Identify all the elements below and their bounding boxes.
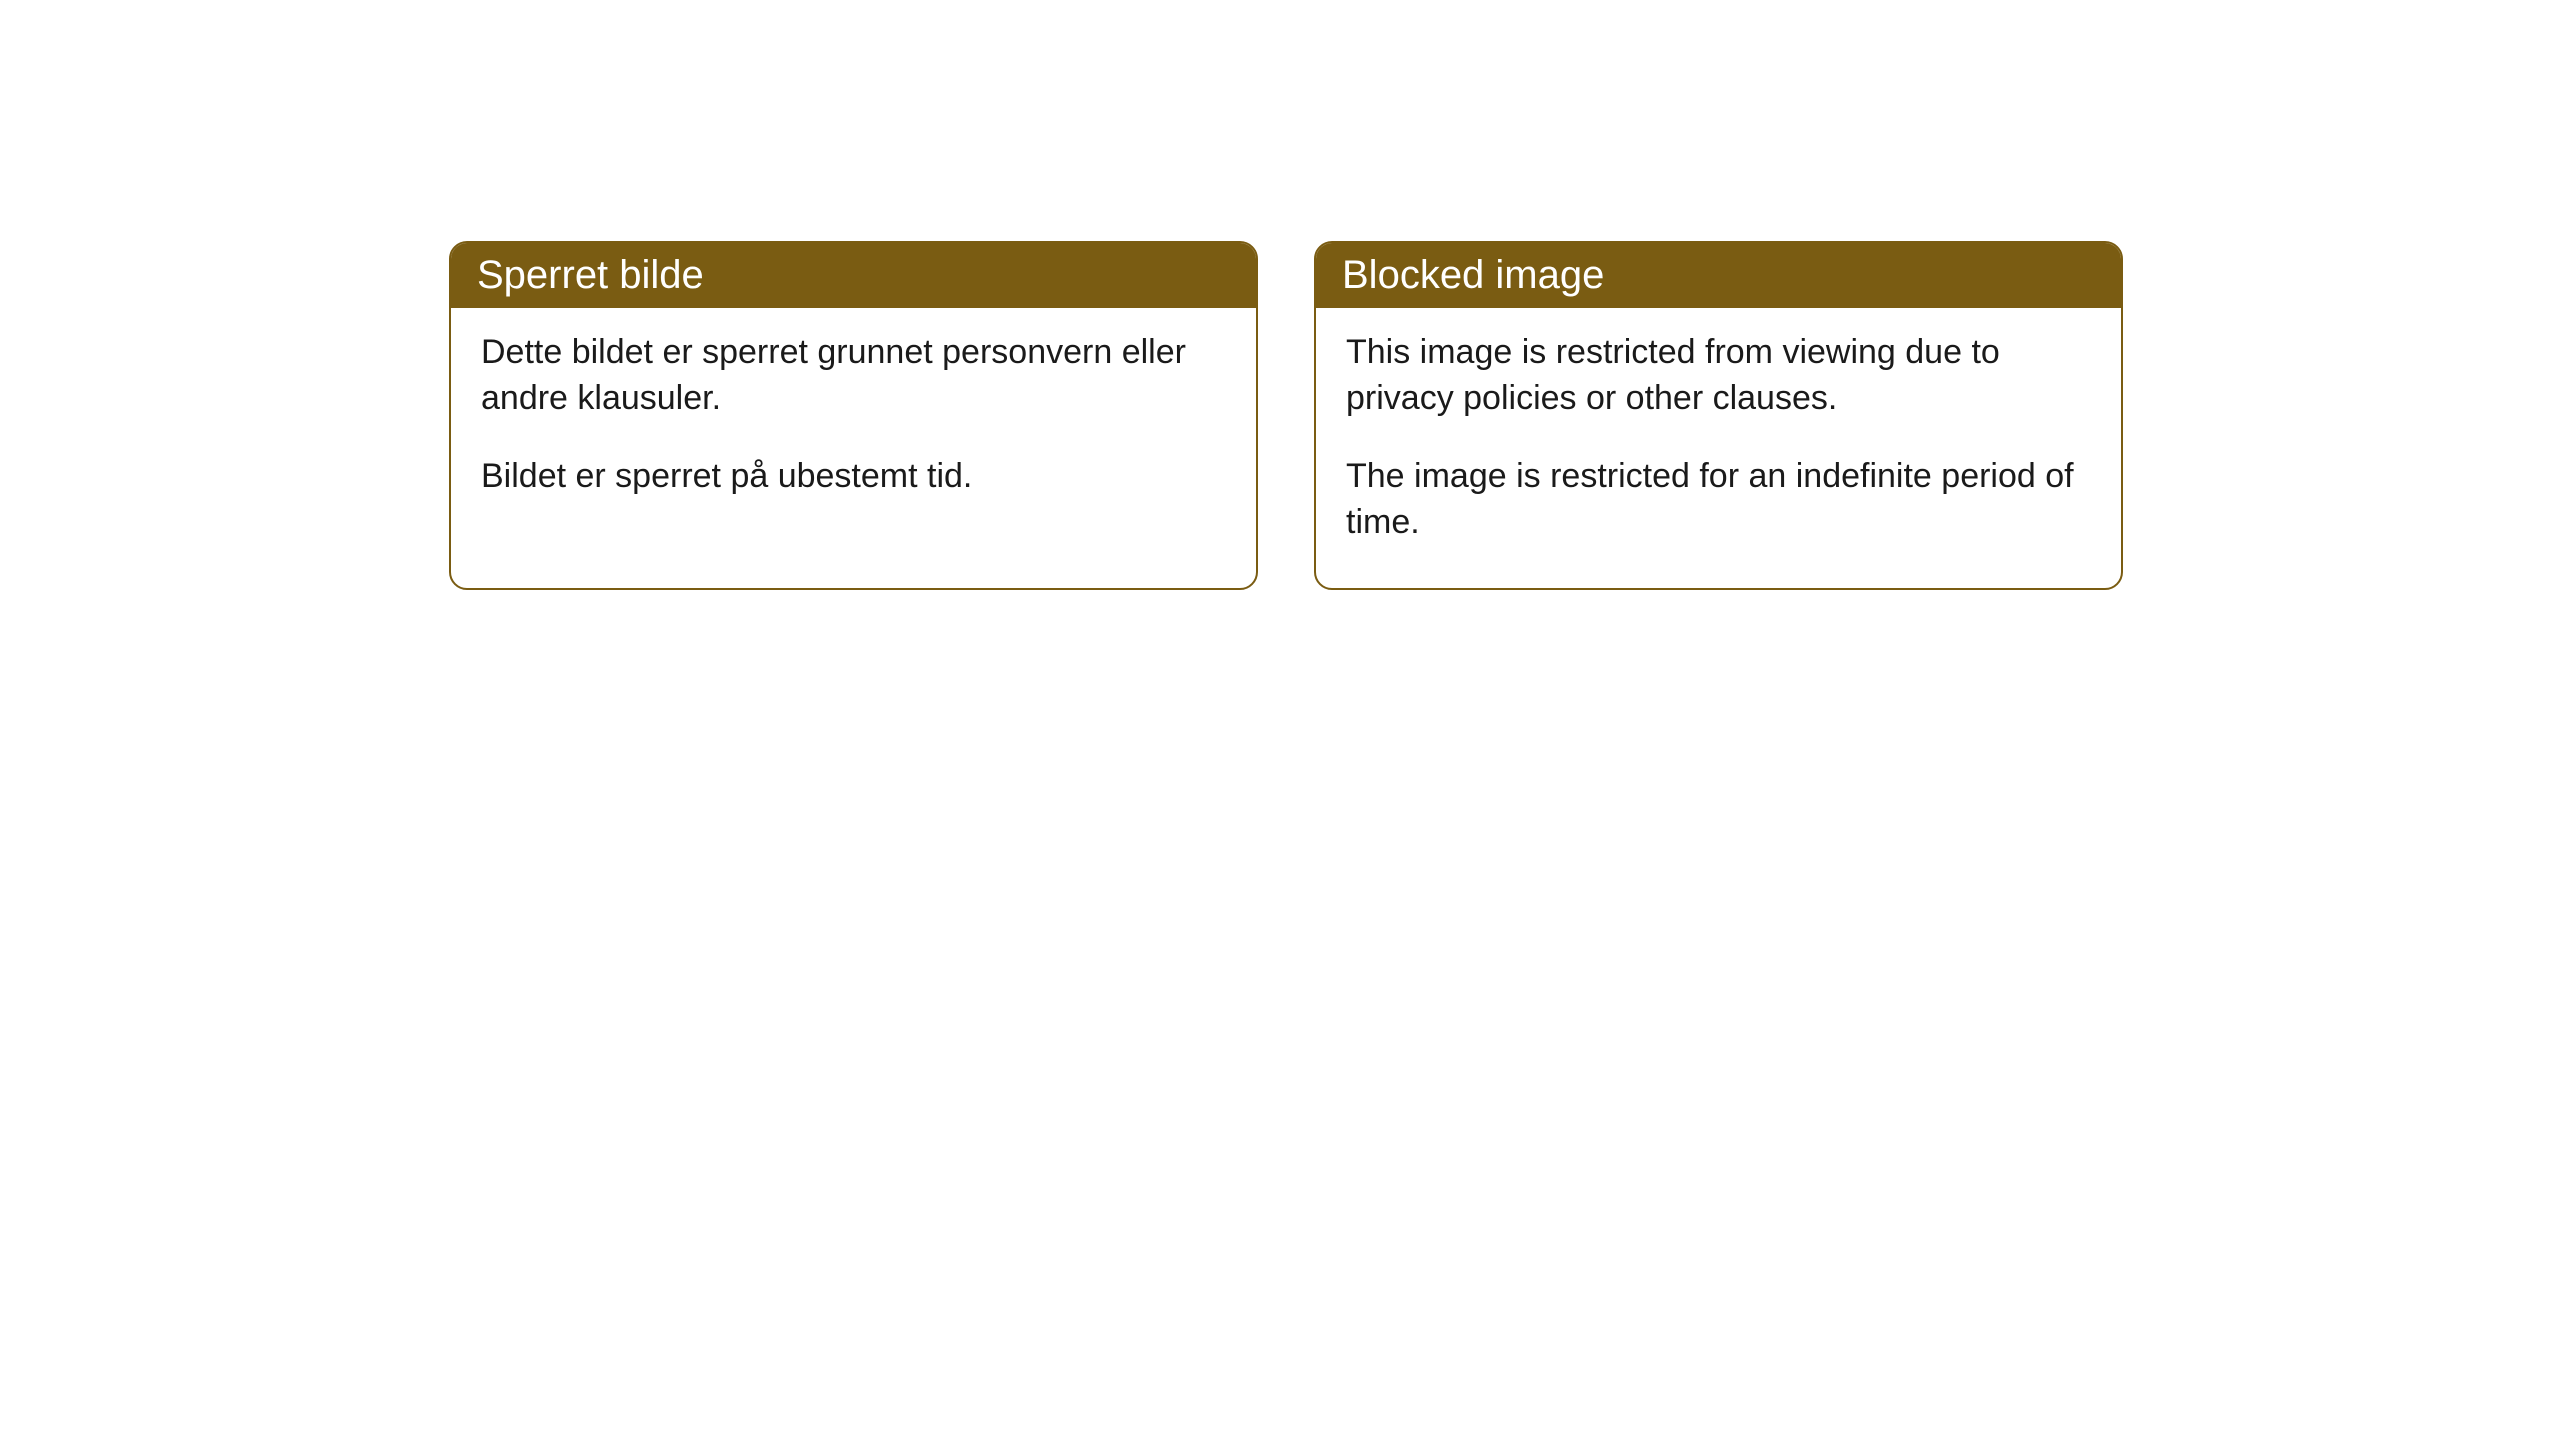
notice-card-english: Blocked image This image is restricted f… [1314, 241, 2123, 590]
card-title: Blocked image [1342, 253, 1604, 297]
card-paragraph-1: Dette bildet er sperret grunnet personve… [481, 330, 1226, 422]
card-paragraph-2: Bildet er sperret på ubestemt tid. [481, 454, 1226, 500]
card-header-norwegian: Sperret bilde [451, 243, 1256, 308]
card-body-english: This image is restricted from viewing du… [1316, 308, 2121, 588]
card-title: Sperret bilde [477, 253, 704, 297]
card-paragraph-1: This image is restricted from viewing du… [1346, 330, 2091, 422]
card-paragraph-2: The image is restricted for an indefinit… [1346, 454, 2091, 546]
notice-cards-container: Sperret bilde Dette bildet er sperret gr… [0, 0, 2560, 590]
notice-card-norwegian: Sperret bilde Dette bildet er sperret gr… [449, 241, 1258, 590]
card-body-norwegian: Dette bildet er sperret grunnet personve… [451, 308, 1256, 542]
card-header-english: Blocked image [1316, 243, 2121, 308]
